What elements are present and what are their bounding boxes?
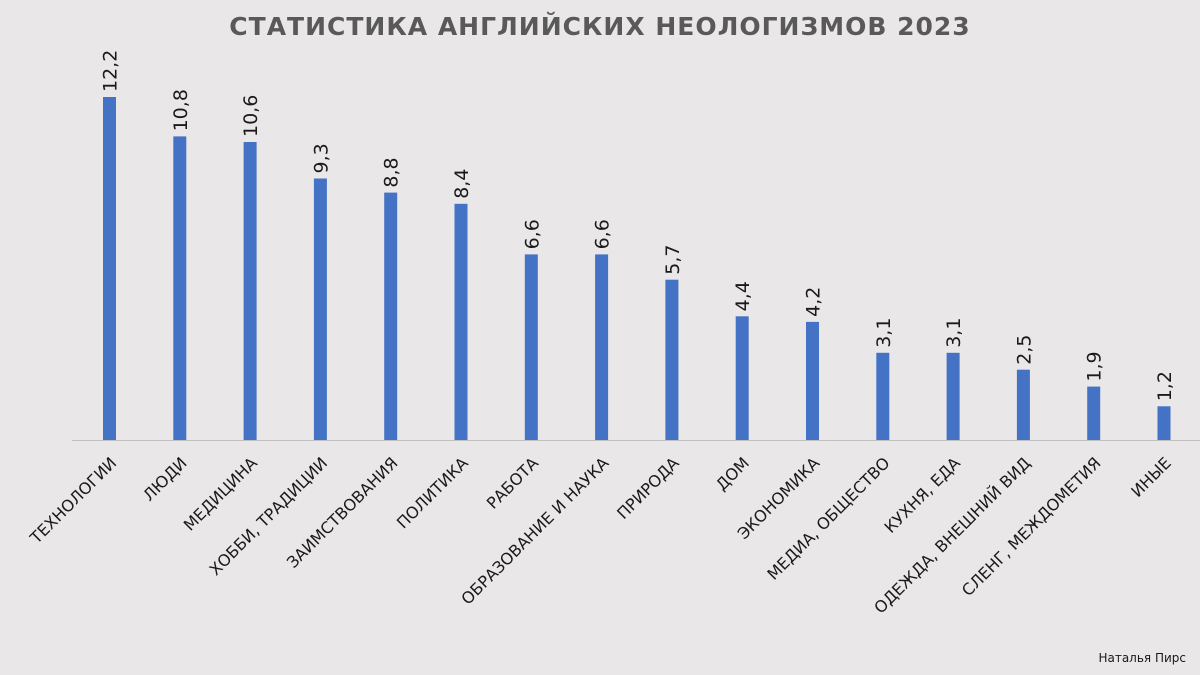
bar-2 <box>243 142 257 440</box>
value-label-10: 4,2 <box>803 287 825 317</box>
bar-14 <box>1087 386 1101 440</box>
value-label-5: 8,4 <box>451 169 473 199</box>
category-label-3: ХОББИ, ТРАДИЦИИ <box>205 453 331 579</box>
value-label-7: 6,6 <box>592 219 614 249</box>
bar-4 <box>384 192 398 440</box>
value-label-12: 3,1 <box>943 318 965 348</box>
category-label-7: ОБРАЗОВАНИЕ И НАУКА <box>457 453 612 608</box>
value-label-8: 5,7 <box>662 244 684 274</box>
category-label-9: ДОМ <box>712 453 753 494</box>
bar-3 <box>313 178 327 440</box>
value-label-14: 1,9 <box>1084 351 1106 381</box>
value-label-13: 2,5 <box>1013 334 1035 364</box>
category-label-0: ТЕХНОЛОГИИ <box>26 453 121 548</box>
bar-8 <box>665 279 679 440</box>
bar-5 <box>454 203 468 440</box>
category-label-11: МЕДИА, ОБЩЕСТВО <box>763 453 893 583</box>
value-label-6: 6,6 <box>521 219 543 249</box>
value-label-11: 3,1 <box>873 318 895 348</box>
category-label-6: РАБОТА <box>483 453 542 512</box>
bar-10 <box>806 321 819 440</box>
value-label-3: 9,3 <box>310 143 332 173</box>
bar-6 <box>524 254 538 440</box>
bar-9 <box>735 316 749 440</box>
author-credit: Наталья Пирс <box>1098 651 1186 665</box>
category-label-8: ПРИРОДА <box>613 453 683 523</box>
value-label-1: 10,8 <box>170 89 192 131</box>
bar-0 <box>103 97 116 440</box>
value-label-4: 8,8 <box>381 157 403 187</box>
value-label-2: 10,6 <box>240 95 262 137</box>
category-label-14: СЛЕНГ, МЕЖДОМЕТИЯ <box>958 453 1105 600</box>
value-label-9: 4,4 <box>732 281 754 311</box>
bar-7 <box>595 254 609 440</box>
value-label-0: 12,2 <box>100 50 122 92</box>
category-label-5: ПОЛИТИКА <box>393 453 472 532</box>
category-label-15: ИНЫЕ <box>1127 453 1175 501</box>
bar-15 <box>1157 406 1171 440</box>
bar-11 <box>876 352 890 440</box>
bar-1 <box>173 136 187 440</box>
bar-13 <box>1016 369 1030 440</box>
category-label-1: ЛЮДИ <box>139 453 190 504</box>
chart-title: СТАТИСТИКА АНГЛИЙСКИХ НЕОЛОГИЗМОВ 2023 <box>229 12 971 41</box>
value-label-15: 1,2 <box>1154 371 1176 401</box>
bar-12 <box>946 352 960 440</box>
